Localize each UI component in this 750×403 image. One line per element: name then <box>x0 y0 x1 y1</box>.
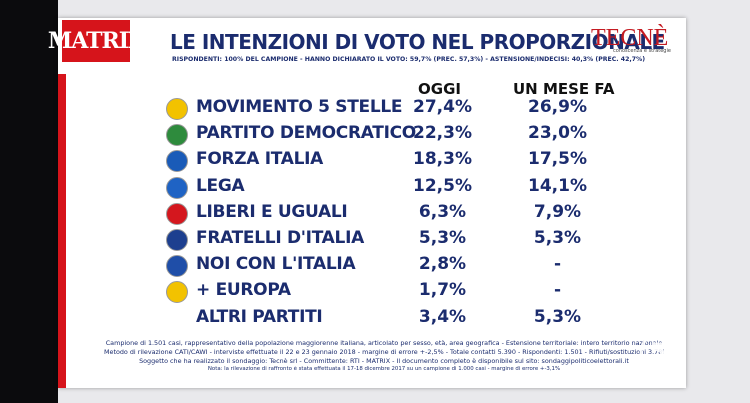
footer-method-note: Metodo di rilevazione CATI/CAWI - interv… <box>104 348 664 356</box>
value-mese-fa: 23,0% <box>528 123 587 143</box>
footer-source-note: Soggetto che ha realizzato il sondaggio:… <box>139 357 629 365</box>
value-mese-fa: 5,3% <box>533 307 582 327</box>
value-mese-fa: - <box>553 254 562 274</box>
leu-logo-icon <box>166 203 188 225</box>
value-mese-fa: 7,9% <box>533 202 582 222</box>
canale5-number: 5 <box>650 338 667 366</box>
party-name: PARTITO DEMOCRATICO <box>196 123 416 143</box>
value-oggi: 27,4% <box>413 97 472 117</box>
tecne-brand-text: TECNÈ <box>591 25 669 51</box>
party-name: FORZA ITALIA <box>196 149 324 169</box>
value-oggi: 18,3% <box>413 149 472 169</box>
tecne-pollster-logo: TECNÈ conoscenza e strategie <box>585 25 671 57</box>
party-name: LIBERI E UGUALI <box>196 202 348 222</box>
canale5-logo-icon: 5 <box>639 333 677 371</box>
party-name: NOI CON L'ITALIA <box>196 254 356 274</box>
red-accent-strip <box>58 74 66 388</box>
left-frame-bar <box>0 0 58 403</box>
poll-card <box>58 18 686 388</box>
lega-logo-icon <box>166 177 188 199</box>
value-oggi: 1,7% <box>418 280 467 300</box>
footer-comparison-note: Nota: la rilevazione di raffronto è stat… <box>207 366 561 372</box>
piu-europa-logo-icon <box>166 281 188 303</box>
tecne-tagline: conoscenza e strategie <box>613 48 671 54</box>
pd-logo-icon <box>166 124 188 146</box>
value-oggi: 6,3% <box>418 202 467 222</box>
poll-subtitle: RISPONDENTI: 100% DEL CAMPIONE - HANNO D… <box>172 56 646 63</box>
value-mese-fa: 14,1% <box>528 176 587 196</box>
value-mese-fa: 5,3% <box>533 228 582 248</box>
value-oggi: 5,3% <box>418 228 467 248</box>
value-oggi: 3,4% <box>418 307 467 327</box>
noi-con-italia-logo-icon <box>166 255 188 277</box>
party-name: + EUROPA <box>196 280 291 300</box>
m5s-logo-icon <box>166 98 188 120</box>
value-mese-fa: - <box>553 280 562 300</box>
party-name: MOVIMENTO 5 STELLE <box>196 97 403 117</box>
matrix-program-logo: MATRIX <box>48 20 145 62</box>
party-name: LEGA <box>196 176 245 196</box>
value-mese-fa: 26,9% <box>528 97 587 117</box>
footer-sample-note: Campione di 1.501 casi, rappresentativo … <box>105 339 663 347</box>
fdi-logo-icon <box>166 229 188 251</box>
column-header-oggi: OGGI <box>418 80 461 98</box>
party-name: ALTRI PARTITI <box>196 307 323 327</box>
value-mese-fa: 17,5% <box>528 149 587 169</box>
column-header-mese-fa: UN MESE FA <box>513 80 615 98</box>
value-oggi: 12,5% <box>413 176 472 196</box>
forza-italia-logo-icon <box>166 150 188 172</box>
value-oggi: 22,3% <box>413 123 472 143</box>
value-oggi: 2,8% <box>418 254 467 274</box>
party-name: FRATELLI D'ITALIA <box>196 228 364 248</box>
poll-title: LE INTENZIONI DI VOTO NEL PROPORZIONALE <box>170 30 665 54</box>
